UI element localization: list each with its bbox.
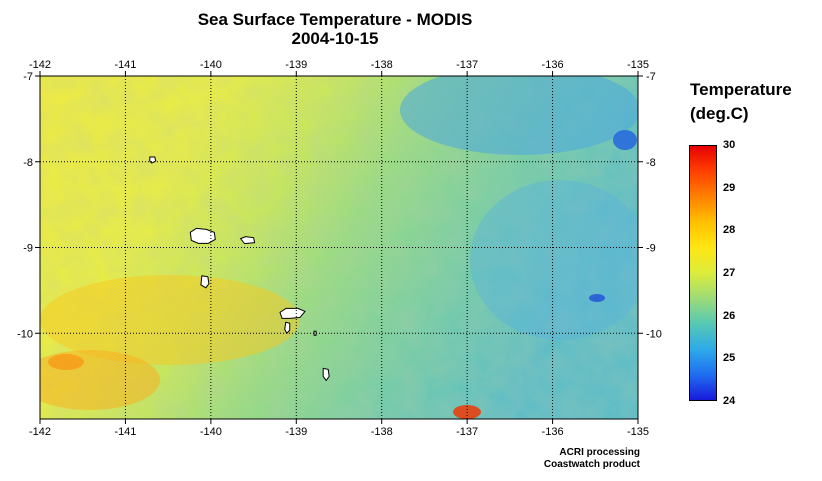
map-title: Sea Surface Temperature - MODIS 2004-10-…: [120, 10, 550, 48]
legend-title: Temperature (deg.C): [690, 78, 792, 126]
cool-spot-2: [589, 294, 605, 302]
warm-patch-southwest: [40, 350, 160, 410]
island-motu-one: [313, 330, 317, 336]
temperature-colorbar: [689, 145, 717, 401]
credit-product: Coastwatch product: [543, 459, 640, 470]
cool-patch-northeast: [400, 76, 638, 155]
lat-tick-label-left: -8: [23, 157, 33, 169]
cool-spot-1: [613, 130, 637, 150]
legend-title-line-1: Temperature: [690, 80, 792, 99]
lon-tick-label-bottom: -135: [627, 426, 649, 438]
lat-tick-label-right: -10: [646, 328, 662, 340]
sst-field: [40, 76, 638, 419]
island-tahuata: [284, 321, 291, 335]
cool-patch-east: [470, 180, 638, 340]
lon-tick-label-top: -137: [456, 59, 478, 71]
lat-tick-label-right: -9: [646, 243, 656, 255]
lat-tick-label-right: -8: [646, 157, 656, 169]
legend-title-line-2: (deg.C): [690, 104, 749, 123]
lon-tick-label-bottom: -139: [285, 426, 307, 438]
lon-tick-label-bottom: -142: [29, 426, 51, 438]
credit-processing: ACRI processing: [559, 447, 640, 458]
lon-tick-label-bottom: -136: [542, 426, 564, 438]
lat-tick-label-left: -7: [23, 71, 33, 83]
warm-patch-west: [40, 275, 300, 365]
axis-ticks: -142 -142 -141 -141 -140 -140 -139 -139 -138 -138…: [17, 59, 662, 438]
warm-spot-1: [48, 354, 84, 370]
island-ua-pou: [200, 275, 210, 289]
islands: [149, 156, 330, 382]
lat-tick-label-left: -9: [23, 243, 33, 255]
colorbar-tick-label: 26: [723, 309, 736, 322]
lat-tick-label-left: -10: [17, 328, 33, 340]
colorbar-tick-label: 24: [723, 395, 736, 407]
lon-tick-label-bottom: -141: [114, 426, 136, 438]
lon-tick-label-top: -138: [371, 59, 393, 71]
lon-tick-label-bottom: -137: [456, 426, 478, 438]
lon-tick-label-top: -139: [285, 59, 307, 71]
lon-tick-label-top: -142: [29, 59, 51, 71]
lon-tick-label-top: -141: [114, 59, 136, 71]
lon-tick-label-bottom: -140: [200, 426, 222, 438]
lon-tick-label-top: -136: [542, 59, 564, 71]
map-gridlines: [40, 76, 638, 419]
island-hiva-oa: [279, 307, 306, 319]
credits: ACRI processing Coastwatch product: [520, 447, 640, 471]
island-fatu-hiva: [322, 367, 330, 382]
title-date: 2004-10-15: [291, 29, 379, 48]
colorbar-tick-label: 27: [723, 267, 736, 279]
colorbar-tick-label: 28: [723, 224, 736, 237]
lat-tick-label-right: -7: [646, 71, 656, 83]
title-line-1: Sea Surface Temperature - MODIS: [197, 10, 473, 29]
lon-tick-label-bottom: -138: [371, 426, 393, 438]
colorbar-tick-label: 30: [723, 139, 736, 151]
lon-tick-label-top: -140: [200, 59, 222, 71]
colorbar-tick-label: 29: [723, 181, 736, 194]
lon-tick-label-top: -135: [627, 59, 649, 71]
island-nuku-hiva: [189, 227, 216, 244]
colorbar-tick-label: 25: [723, 352, 736, 365]
island-ua-huka: [239, 236, 256, 245]
